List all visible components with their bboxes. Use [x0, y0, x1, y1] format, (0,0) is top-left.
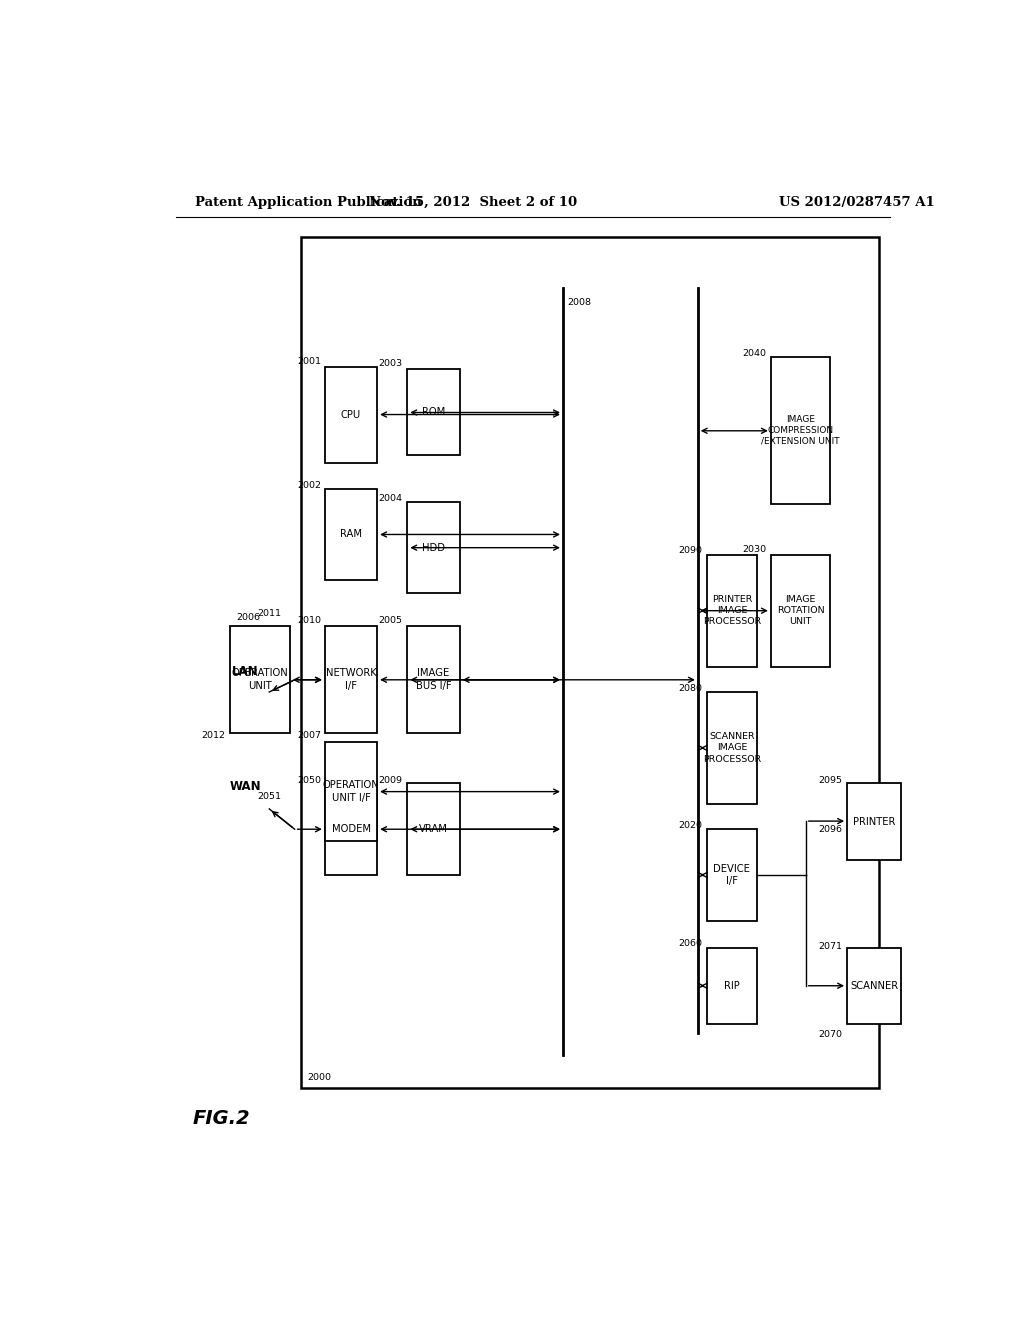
- Bar: [408, 502, 460, 594]
- Text: MODEM: MODEM: [332, 824, 371, 834]
- Text: PRINTER
IMAGE
PROCESSOR: PRINTER IMAGE PROCESSOR: [702, 595, 761, 626]
- Bar: [408, 784, 460, 875]
- Text: 2070: 2070: [818, 1030, 842, 1039]
- Text: 2011: 2011: [257, 610, 282, 618]
- Text: 2051: 2051: [257, 792, 282, 801]
- Text: VRAM: VRAM: [419, 824, 447, 834]
- Text: 2095: 2095: [818, 776, 842, 785]
- Text: SCANNER: SCANNER: [850, 981, 898, 991]
- Bar: [408, 626, 460, 733]
- Bar: [847, 784, 901, 859]
- Text: 2009: 2009: [379, 776, 402, 785]
- Text: IMAGE
COMPRESSION
/EXTENSION UNIT: IMAGE COMPRESSION /EXTENSION UNIT: [761, 414, 840, 446]
- Text: RAM: RAM: [340, 529, 362, 540]
- Text: SCANNER
IMAGE
PROCESSOR: SCANNER IMAGE PROCESSOR: [702, 733, 761, 763]
- Bar: [325, 367, 377, 463]
- Text: Nov. 15, 2012  Sheet 2 of 10: Nov. 15, 2012 Sheet 2 of 10: [370, 195, 578, 209]
- Bar: [708, 948, 757, 1024]
- Text: 2050: 2050: [297, 776, 321, 785]
- Text: RIP: RIP: [724, 981, 739, 991]
- Text: 2002: 2002: [297, 482, 321, 490]
- Text: 2030: 2030: [742, 545, 766, 554]
- Text: WAN: WAN: [229, 780, 261, 793]
- Text: 2006: 2006: [237, 614, 260, 622]
- Text: 2012: 2012: [201, 731, 225, 741]
- Bar: [771, 554, 830, 667]
- Bar: [708, 554, 757, 667]
- Text: 2008: 2008: [567, 298, 591, 308]
- Text: OPERATION
UNIT: OPERATION UNIT: [231, 668, 288, 690]
- Text: 2004: 2004: [379, 495, 402, 503]
- Bar: [325, 742, 377, 841]
- Text: 2020: 2020: [679, 821, 702, 830]
- Text: 2096: 2096: [818, 825, 842, 834]
- Text: 2003: 2003: [379, 359, 402, 368]
- Text: 2040: 2040: [742, 348, 766, 358]
- Bar: [325, 488, 377, 581]
- Text: NETWORK
I/F: NETWORK I/F: [326, 668, 377, 690]
- Bar: [771, 356, 830, 504]
- Text: OPERATION
UNIT I/F: OPERATION UNIT I/F: [323, 780, 379, 803]
- Text: ROM: ROM: [422, 407, 445, 417]
- Text: 2010: 2010: [297, 616, 321, 626]
- Bar: [301, 236, 879, 1089]
- Text: 2090: 2090: [679, 546, 702, 556]
- Bar: [325, 626, 377, 733]
- Text: DEVICE
I/F: DEVICE I/F: [714, 863, 751, 886]
- Text: CPU: CPU: [341, 411, 361, 420]
- Bar: [708, 829, 757, 921]
- Text: 2080: 2080: [679, 685, 702, 693]
- Text: 2007: 2007: [297, 731, 321, 741]
- Bar: [408, 368, 460, 455]
- Text: US 2012/0287457 A1: US 2012/0287457 A1: [778, 195, 935, 209]
- Bar: [325, 784, 377, 875]
- Text: 2001: 2001: [297, 358, 321, 366]
- Text: Patent Application Publication: Patent Application Publication: [196, 195, 422, 209]
- Text: FIG.2: FIG.2: [194, 1109, 251, 1129]
- Text: PRINTER: PRINTER: [853, 817, 895, 826]
- Text: 2071: 2071: [818, 941, 842, 950]
- Bar: [847, 948, 901, 1024]
- Bar: [708, 692, 757, 804]
- Text: IMAGE
BUS I/F: IMAGE BUS I/F: [416, 668, 452, 690]
- Text: 2000: 2000: [307, 1073, 332, 1081]
- Text: HDD: HDD: [422, 543, 445, 553]
- Text: 2060: 2060: [679, 939, 702, 948]
- Bar: [229, 626, 290, 733]
- Text: LAN: LAN: [232, 665, 259, 678]
- Text: IMAGE
ROTATION
UNIT: IMAGE ROTATION UNIT: [777, 595, 824, 626]
- Text: 2005: 2005: [379, 616, 402, 626]
